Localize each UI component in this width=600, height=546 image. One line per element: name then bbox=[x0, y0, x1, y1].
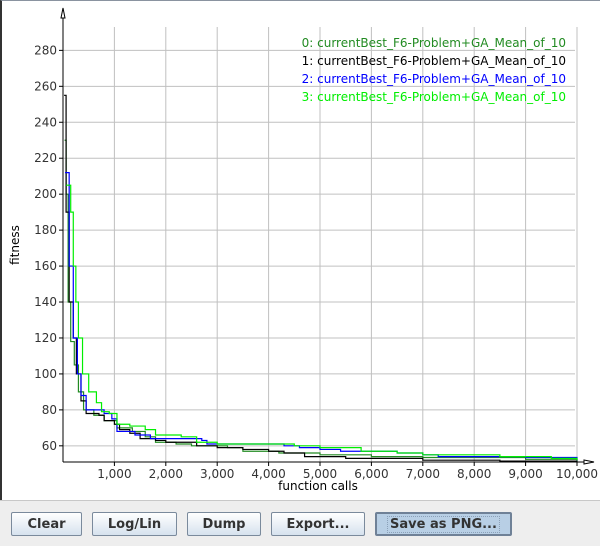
button-bar: Clear Log/Lin Dump Export... Save as PNG… bbox=[0, 500, 600, 546]
series-line-0 bbox=[64, 139, 578, 461]
x-tick-label: 10,000 bbox=[556, 467, 598, 481]
fitness-chart: 1,000 2,000 3,000 4,000 5,000 6,000 7,000 8,000… bbox=[8, 7, 598, 493]
export-label: Export... bbox=[286, 516, 350, 532]
series-line-3 bbox=[66, 184, 578, 461]
x-tick-label: 4,000 bbox=[251, 467, 285, 481]
export-button[interactable]: Export... bbox=[271, 512, 365, 536]
y-tick-label: 100 bbox=[34, 367, 57, 381]
plot-panel: 1,000 2,000 3,000 4,000 5,000 6,000 7,000 8,000… bbox=[0, 0, 600, 500]
series-line-2 bbox=[65, 171, 578, 461]
x-axis-arrow bbox=[583, 459, 595, 465]
x-tick-label: 7,000 bbox=[406, 467, 440, 481]
legend-entry-3: 3: currentBest_F6-Problem+GA_Mean_of_10 bbox=[302, 90, 566, 104]
y-tick-label: 260 bbox=[34, 79, 57, 93]
x-axis-label: function calls bbox=[278, 479, 358, 493]
dump-button[interactable]: Dump bbox=[187, 512, 261, 536]
x-tick-label: 5,000 bbox=[303, 467, 337, 481]
clear-button[interactable]: Clear bbox=[11, 512, 82, 536]
y-axis-label: fitness bbox=[8, 225, 22, 265]
clear-label: Clear bbox=[27, 516, 66, 532]
save-as-png-label: Save as PNG... bbox=[387, 515, 500, 533]
y-tick-label: 160 bbox=[34, 259, 57, 273]
x-tick-label: 8,000 bbox=[457, 467, 491, 481]
y-tick-label: 180 bbox=[34, 223, 57, 237]
legend-entry-0: 0: currentBest_F6-Problem+GA_Mean_of_10 bbox=[302, 36, 566, 50]
y-tick-label: 80 bbox=[42, 403, 57, 417]
y-tick-label: 220 bbox=[34, 151, 57, 165]
dump-label: Dump bbox=[202, 516, 246, 532]
y-tick-label: 60 bbox=[42, 439, 57, 453]
y-tick-label: 240 bbox=[34, 115, 57, 129]
log-lin-button[interactable]: Log/Lin bbox=[92, 512, 177, 536]
x-tick-label: 1,000 bbox=[97, 467, 131, 481]
x-tick-label: 3,000 bbox=[200, 467, 234, 481]
y-tick-label: 140 bbox=[34, 295, 57, 309]
y-tick-label: 280 bbox=[34, 43, 57, 57]
legend-entry-2: 2: currentBest_F6-Problem+GA_Mean_of_10 bbox=[302, 72, 566, 86]
y-tick-label: 200 bbox=[34, 187, 57, 201]
x-tick-label: 6,000 bbox=[354, 467, 388, 481]
y-tick-label: 120 bbox=[34, 331, 57, 345]
log-lin-label: Log/Lin bbox=[107, 516, 162, 532]
x-tick-label: 2,000 bbox=[149, 467, 183, 481]
legend-entry-1: 1: currentBest_F6-Problem+GA_Mean_of_10 bbox=[302, 54, 566, 68]
x-tick-label: 9,000 bbox=[508, 467, 542, 481]
y-axis-arrow bbox=[60, 7, 66, 19]
save-as-png-button[interactable]: Save as PNG... bbox=[375, 512, 512, 536]
series-line-1 bbox=[64, 94, 578, 462]
